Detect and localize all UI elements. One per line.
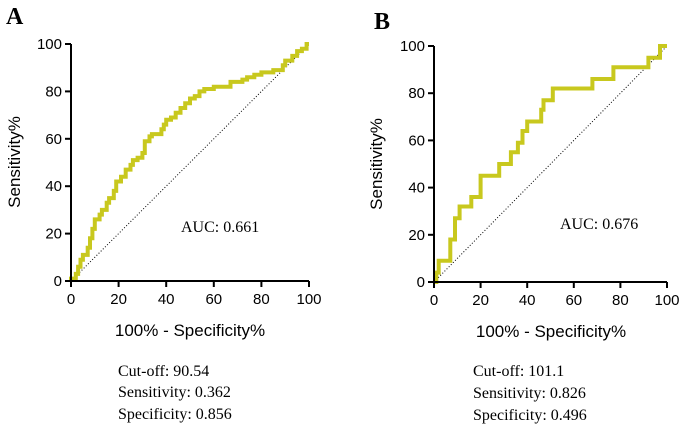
panel-b: B 0 20 40 60 80 100 0 20 40 bbox=[367, 9, 680, 424]
panel-a-x-axis-title: 100% - Specificity% bbox=[115, 321, 265, 340]
panel-b-y-axis-title: Sensitivity% bbox=[367, 118, 386, 210]
y-tick-label: 40 bbox=[45, 178, 62, 195]
x-tick-label: 100 bbox=[654, 292, 679, 309]
panel-b-auc-label: AUC: 0.676 bbox=[560, 216, 638, 233]
x-tick-label: 0 bbox=[67, 291, 75, 308]
y-tick-label: 20 bbox=[408, 227, 425, 244]
panel-b-y-ticks: 0 20 40 60 80 100 bbox=[400, 38, 434, 291]
y-tick-label: 100 bbox=[400, 38, 425, 55]
panel-a-y-ticks: 0 20 40 60 80 100 bbox=[37, 36, 71, 290]
panel-a-x-ticks: 0 20 40 60 80 100 bbox=[67, 281, 322, 308]
panel-b-x-axis-title: 100% - Specificity% bbox=[476, 322, 626, 341]
panel-b-x-ticks: 0 20 40 60 80 100 bbox=[430, 282, 680, 309]
x-tick-label: 100 bbox=[296, 291, 321, 308]
panel-letter-b: B bbox=[374, 9, 390, 35]
panel-b-diagonal bbox=[433, 45, 668, 283]
x-tick-label: 80 bbox=[612, 292, 629, 309]
x-tick-label: 20 bbox=[472, 292, 489, 309]
y-tick-label: 80 bbox=[45, 83, 62, 100]
x-tick-label: 60 bbox=[565, 292, 582, 309]
panel-b-cutoff: Cut-off: 101.1 bbox=[473, 363, 564, 380]
y-tick-label: 40 bbox=[408, 180, 425, 197]
panel-a-sensitivity: Sensitivity: 0.362 bbox=[118, 384, 231, 401]
y-tick-label: 0 bbox=[417, 274, 425, 291]
panel-a-diagonal bbox=[70, 43, 310, 282]
x-tick-label: 0 bbox=[430, 292, 438, 309]
panel-a-roc-curve bbox=[69, 42, 309, 281]
x-tick-label: 60 bbox=[205, 291, 222, 308]
y-tick-label: 60 bbox=[408, 132, 425, 149]
panel-b-sensitivity: Sensitivity: 0.826 bbox=[473, 385, 586, 402]
y-tick-label: 80 bbox=[408, 85, 425, 102]
panel-a-specificity: Specificity: 0.856 bbox=[118, 406, 232, 423]
x-tick-label: 40 bbox=[519, 292, 536, 309]
panel-a-auc-label: AUC: 0.661 bbox=[181, 219, 259, 236]
panel-b-specificity: Specificity: 0.496 bbox=[473, 407, 587, 424]
x-tick-label: 20 bbox=[110, 291, 127, 308]
y-tick-label: 60 bbox=[45, 131, 62, 148]
panel-a: A 0 20 40 60 80 100 0 20 40 bbox=[5, 4, 322, 423]
panel-b-roc-curve bbox=[434, 44, 667, 284]
panel-a-y-axis-title: Sensitivity% bbox=[5, 116, 24, 208]
y-tick-label: 0 bbox=[54, 273, 62, 290]
x-tick-label: 80 bbox=[253, 291, 270, 308]
panel-letter-a: A bbox=[6, 4, 24, 30]
y-tick-label: 20 bbox=[45, 226, 62, 243]
panel-a-cutoff: Cut-off: 90.54 bbox=[118, 363, 209, 380]
y-tick-label: 100 bbox=[37, 36, 62, 53]
x-tick-label: 40 bbox=[158, 291, 175, 308]
